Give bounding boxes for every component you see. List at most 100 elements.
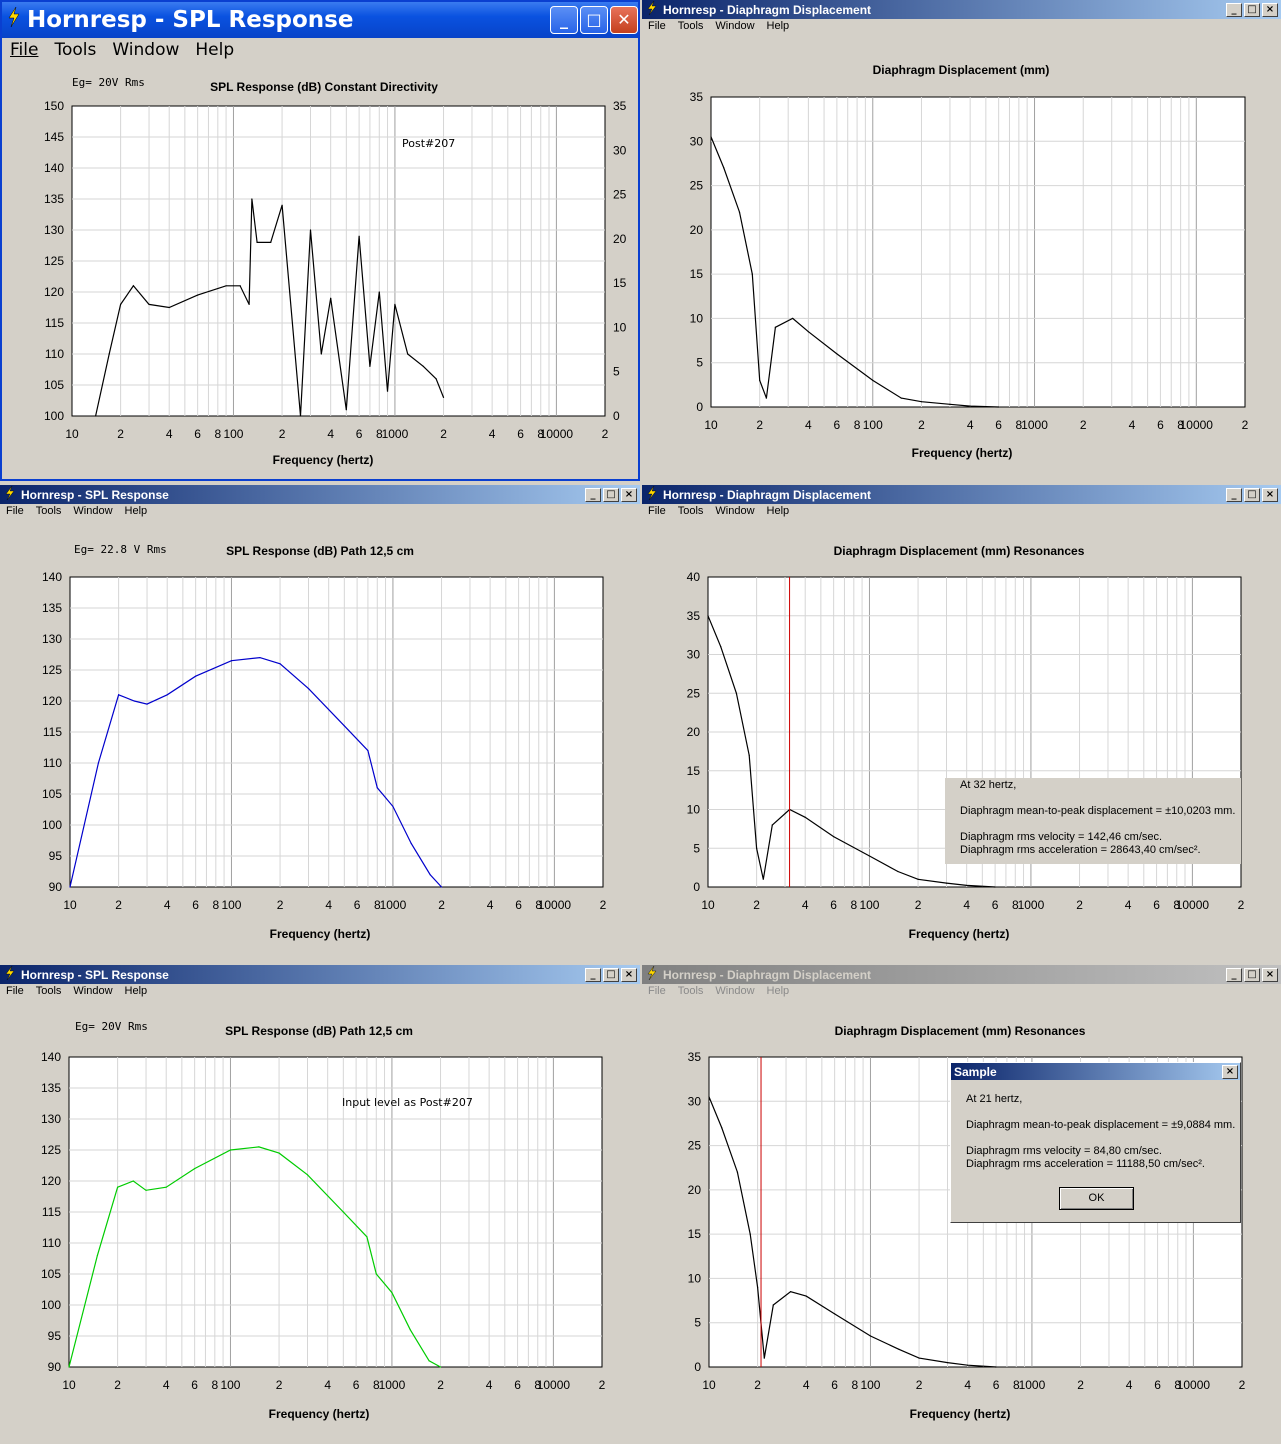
x-tick-label: 100 bbox=[859, 898, 879, 912]
close-button[interactable]: × bbox=[1262, 2, 1278, 17]
y-tick-label: 110 bbox=[45, 347, 64, 361]
menu-tools[interactable]: Tools bbox=[35, 505, 62, 517]
data-point bbox=[320, 353, 322, 355]
menu-file[interactable]: File bbox=[648, 505, 666, 517]
x-tick-label: 2 bbox=[437, 1378, 444, 1392]
x-tick-label: 2 bbox=[918, 418, 925, 432]
menu-help[interactable]: Help bbox=[124, 505, 148, 517]
y-tick-label: 5 bbox=[694, 1316, 701, 1330]
menu-help[interactable]: Help bbox=[124, 985, 148, 997]
x-tick-label: 2 bbox=[276, 1378, 283, 1392]
close-button[interactable]: ✕ bbox=[610, 6, 638, 34]
menu-tools[interactable]: Tools bbox=[677, 20, 704, 32]
title-bar[interactable]: Hornresp - Diaphragm Displacement _ □ × bbox=[642, 485, 1281, 504]
displacement-window-1: Hornresp - Diaphragm Displacement _ □ × Fi… bbox=[642, 0, 1281, 481]
minimize-button[interactable]: _ bbox=[1226, 967, 1242, 982]
menu-help[interactable]: Help bbox=[766, 20, 790, 32]
menu-file[interactable]: File bbox=[648, 20, 666, 32]
menu-help[interactable]: Help bbox=[766, 505, 790, 517]
ok-button[interactable]: OK bbox=[1059, 1187, 1134, 1210]
x-tick-label: 4 bbox=[802, 898, 809, 912]
menu-file[interactable]: File bbox=[10, 40, 39, 60]
x-tick-label: 4 bbox=[489, 427, 496, 441]
close-button[interactable]: × bbox=[621, 487, 637, 502]
x-tick-label: 100 bbox=[220, 1378, 240, 1392]
data-point bbox=[409, 1329, 411, 1331]
close-button[interactable]: × bbox=[1262, 487, 1278, 502]
close-button[interactable]: × bbox=[621, 967, 637, 982]
menu-window[interactable]: Window bbox=[715, 985, 755, 997]
menu-window[interactable]: Window bbox=[715, 505, 755, 517]
x-tick-label: 10000 bbox=[1180, 418, 1214, 432]
data-point bbox=[279, 663, 281, 665]
x-tick-label: 8 bbox=[854, 418, 861, 432]
y-tick-label: 100 bbox=[42, 818, 62, 832]
menu-tools[interactable]: Tools bbox=[35, 985, 62, 997]
y-tick-label: 25 bbox=[688, 1139, 702, 1153]
title-bar[interactable]: Hornresp - SPL Response _ □ × bbox=[0, 485, 640, 504]
dialog-close-button[interactable]: × bbox=[1222, 1064, 1238, 1079]
title-bar[interactable]: Hornresp - Diaphragm Displacement _ □ × bbox=[642, 965, 1281, 984]
menu-file[interactable]: File bbox=[6, 505, 24, 517]
x-tick-label: 8 bbox=[535, 898, 542, 912]
x-tick-label: 6 bbox=[353, 1378, 360, 1392]
y-tick-label: 35 bbox=[688, 1050, 702, 1064]
menu-bar: File Tools Window Help bbox=[2, 40, 638, 64]
spl-curve bbox=[69, 656, 443, 888]
minimize-button[interactable]: _ bbox=[585, 487, 601, 502]
y-tick-label: 135 bbox=[42, 601, 62, 615]
menu-tools[interactable]: Tools bbox=[677, 505, 704, 517]
y-axis-ticks: 40 35 30 25 20 15 10 5 0 bbox=[687, 570, 701, 894]
data-point bbox=[807, 331, 809, 333]
menu-tools[interactable]: Tools bbox=[677, 985, 704, 997]
menu-file[interactable]: File bbox=[6, 985, 24, 997]
minimize-button[interactable]: _ bbox=[585, 967, 601, 982]
y-tick-label: 150 bbox=[44, 99, 64, 113]
dialog-title-bar[interactable]: Sample × bbox=[951, 1063, 1240, 1080]
close-button[interactable]: × bbox=[1262, 967, 1278, 982]
x-tick-label: 10 bbox=[65, 427, 79, 441]
title-bar[interactable]: Hornresp - SPL Response _ □ × bbox=[0, 965, 640, 984]
menu-bar: File Tools Window Help bbox=[642, 985, 1281, 1003]
minimize-button[interactable]: _ bbox=[1226, 2, 1242, 17]
minimize-button[interactable]: _ bbox=[550, 6, 578, 34]
menu-help[interactable]: Help bbox=[766, 985, 790, 997]
maximize-button[interactable]: □ bbox=[1244, 967, 1260, 982]
menu-window[interactable]: Window bbox=[112, 40, 180, 60]
displacement-window-3: Hornresp - Diaphragm Displacement _ □ × Fi… bbox=[642, 965, 1281, 1441]
x-tick-label: 1000 bbox=[1019, 1378, 1046, 1392]
data-point bbox=[375, 1273, 377, 1275]
maximize-button[interactable]: □ bbox=[1244, 2, 1260, 17]
y2-tick-label: 5 bbox=[613, 365, 620, 379]
maximize-button[interactable]: □ bbox=[1244, 487, 1260, 502]
x-tick-label: 2 bbox=[277, 898, 284, 912]
menu-help[interactable]: Help bbox=[195, 40, 235, 60]
spl-curve bbox=[94, 198, 445, 417]
y2-axis-ticks: 35 30 25 20 15 10 5 0 bbox=[613, 99, 627, 423]
y-tick-label: 130 bbox=[44, 223, 64, 237]
y-tick-label: 30 bbox=[688, 1094, 702, 1108]
data-point bbox=[378, 291, 380, 293]
data-point bbox=[708, 1096, 710, 1098]
maximize-button[interactable]: □ bbox=[603, 487, 619, 502]
title-bar[interactable]: Hornresp - SPL Response _ □ ✕ bbox=[2, 2, 638, 38]
minimize-button[interactable]: _ bbox=[1226, 487, 1242, 502]
menu-tools[interactable]: Tools bbox=[54, 40, 97, 60]
title-bar[interactable]: Hornresp - Diaphragm Displacement _ □ × bbox=[642, 0, 1281, 19]
data-point bbox=[386, 390, 389, 392]
x-tick-label: 4 bbox=[324, 1378, 331, 1392]
data-point bbox=[195, 675, 197, 677]
y-tick-label: 25 bbox=[687, 686, 701, 700]
menu-window[interactable]: Window bbox=[73, 985, 113, 997]
maximize-button[interactable]: □ bbox=[603, 967, 619, 982]
hornresp-icon bbox=[647, 485, 657, 503]
x-tick-label: 6 bbox=[356, 427, 363, 441]
menu-file[interactable]: File bbox=[648, 985, 666, 997]
x-tick-label: 8 bbox=[376, 427, 383, 441]
menu-window[interactable]: Window bbox=[715, 20, 755, 32]
x-tick-label: 2 bbox=[599, 1378, 606, 1392]
maximize-button[interactable]: □ bbox=[580, 6, 608, 34]
menu-window[interactable]: Window bbox=[73, 505, 113, 517]
x-tick-label: 10000 bbox=[1176, 898, 1210, 912]
x-tick-label: 6 bbox=[834, 418, 841, 432]
